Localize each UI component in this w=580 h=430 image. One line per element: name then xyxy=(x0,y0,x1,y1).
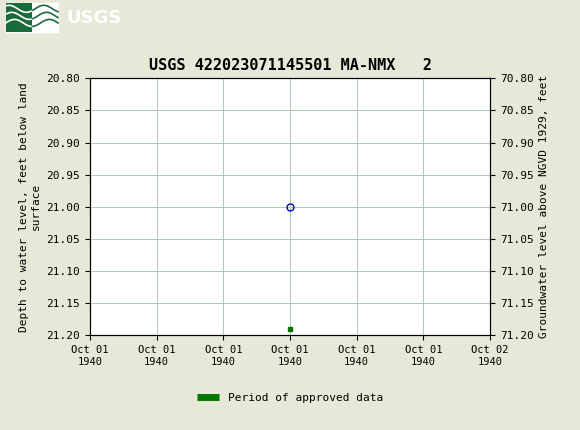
Text: USGS: USGS xyxy=(67,9,122,27)
Legend: Period of approved data: Period of approved data xyxy=(193,388,387,407)
Y-axis label: Depth to water level, feet below land
surface: Depth to water level, feet below land su… xyxy=(19,82,41,332)
Title: USGS 422023071145501 MA-NMX   2: USGS 422023071145501 MA-NMX 2 xyxy=(148,58,432,73)
FancyBboxPatch shape xyxy=(6,3,32,32)
Y-axis label: Groundwater level above NGVD 1929, feet: Groundwater level above NGVD 1929, feet xyxy=(539,75,549,338)
FancyBboxPatch shape xyxy=(6,3,58,32)
